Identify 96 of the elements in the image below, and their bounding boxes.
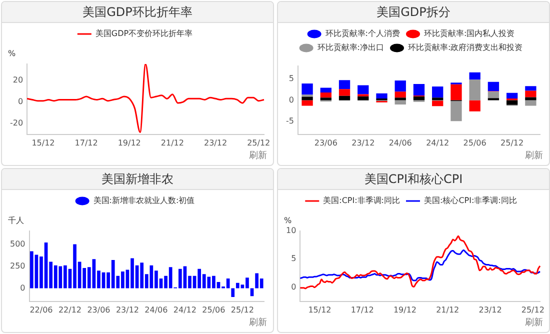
x-tick-label: 23/06 <box>87 305 110 314</box>
y-tick-label: 5 <box>288 74 294 83</box>
bar <box>525 100 536 106</box>
bar <box>302 100 313 106</box>
x-tick-label: 19/12 <box>393 305 417 314</box>
x-tick-label: 23/12 <box>352 138 375 148</box>
y-tick-label: -20 <box>10 118 24 128</box>
legend-label: 美国:新增非农就业人数:初值 <box>93 196 195 206</box>
bar <box>469 100 480 112</box>
bar <box>394 98 406 100</box>
legend-label: 环比贡献率:政府消费支出和投资 <box>408 43 523 52</box>
x-tick-label: 23/12 <box>116 305 140 314</box>
bar <box>394 92 406 98</box>
bar <box>338 80 350 90</box>
bar <box>432 98 444 100</box>
bar <box>320 98 332 100</box>
x-tick-label: 23/12 <box>204 138 228 148</box>
x-tick-label: 21/12 <box>160 138 184 148</box>
bar <box>394 100 406 104</box>
text: 刷新 <box>525 150 543 162</box>
bar <box>450 101 462 122</box>
legend-label: 美国:CPI:非季调:同比 <box>323 196 400 206</box>
x-tick-label: 25/06 <box>202 305 226 314</box>
bar <box>450 84 462 100</box>
bar <box>302 96 313 100</box>
x-tick-label: 25/12 <box>230 305 254 314</box>
bar <box>320 88 332 93</box>
x-tick-label: 25/12 <box>247 138 270 148</box>
x-tick-label: 17/12 <box>74 138 98 148</box>
bar <box>320 92 332 98</box>
bar <box>231 288 235 297</box>
text: 刷新 <box>525 316 543 329</box>
bar <box>525 90 536 98</box>
legend-label: 环比贡献率:净出口 <box>317 43 384 52</box>
y-tick-label: 500 <box>10 239 26 248</box>
x-tick-label: 24/06 <box>388 138 412 148</box>
chart-title: 美国新增非农 <box>2 169 273 190</box>
bar <box>506 100 518 105</box>
x-tick-label: 19/12 <box>118 138 141 148</box>
legend-label: 环比贡献率:个人消费 <box>325 29 400 38</box>
chart-title: 美国GDP环比折年率 <box>2 2 273 23</box>
x-tick-label: 25/06 <box>463 138 486 148</box>
bar <box>413 96 425 100</box>
bar <box>432 100 444 106</box>
x-tick-label: 24/12 <box>173 305 196 314</box>
x-tick-label: 22/06 <box>30 305 53 314</box>
bar <box>358 85 369 94</box>
x-tick-label: 25/12 <box>521 305 544 314</box>
y-axis-title: 千人 <box>8 216 24 226</box>
y-tick-label: 5 <box>291 254 296 264</box>
x-tick-label: 22/12 <box>58 305 82 314</box>
legend-label: 美国GDP不变价环比折年率 <box>95 29 193 38</box>
y-axis-title: % <box>8 49 16 58</box>
legend-label: 美国:核心CPI:非季调:同比 <box>424 196 517 206</box>
chart-title: 美国GDP拆分 <box>278 2 549 23</box>
line-series <box>26 64 265 133</box>
x-tick-label: 15/12 <box>32 138 55 148</box>
bar <box>469 72 480 80</box>
bar <box>376 93 388 98</box>
bar <box>488 82 500 92</box>
x-tick-label: 21/12 <box>436 305 460 314</box>
y-tick-label: 250 <box>10 261 26 270</box>
bar <box>413 84 425 96</box>
bar <box>338 89 350 96</box>
y-tick-label: 20 <box>12 75 24 84</box>
y-tick-label: 0 <box>18 96 24 106</box>
bar <box>432 86 444 98</box>
bar <box>250 288 254 296</box>
x-tick-label: 25/12 <box>500 138 524 148</box>
x-tick-label: 17/12 <box>350 305 374 314</box>
bar <box>488 92 500 98</box>
y-tick-label: 0 <box>291 282 296 292</box>
x-tick-label: 15/12 <box>308 305 332 314</box>
bar <box>506 92 518 98</box>
bar <box>469 80 480 100</box>
x-tick-label: 24/12 <box>426 138 450 148</box>
bar <box>302 84 313 95</box>
y-tick-label: -5 <box>286 116 294 126</box>
text: 刷新 <box>249 150 267 162</box>
y-tick-label: 0 <box>20 283 26 292</box>
line-series <box>299 249 541 282</box>
y-tick-label: 10 <box>286 226 296 236</box>
line-series <box>299 235 541 290</box>
legend-label: 环比贡献率:国内私人投资 <box>424 29 515 38</box>
chart-title: 美国CPI和核心CPI <box>278 169 549 190</box>
x-tick-label: 23/06 <box>314 138 338 148</box>
y-axis-title: % <box>284 216 292 226</box>
x-tick-label: 24/06 <box>144 305 168 314</box>
x-tick-label: 23/12 <box>478 305 502 314</box>
text: 刷新 <box>249 316 267 329</box>
y-tick-label: 0 <box>288 95 294 104</box>
bar <box>525 97 536 100</box>
bar <box>394 80 406 92</box>
bar <box>358 96 369 100</box>
bar <box>525 86 536 91</box>
bar <box>338 96 350 100</box>
